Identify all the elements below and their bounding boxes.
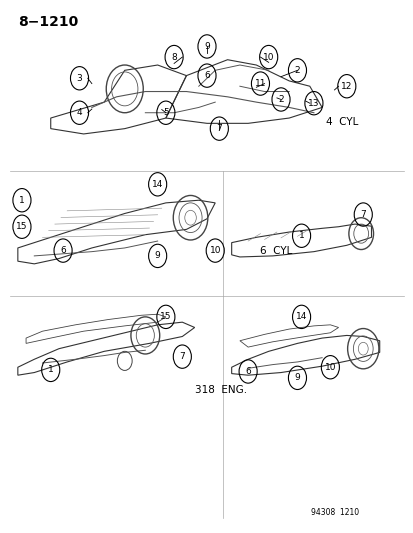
Text: 4: 4 — [76, 108, 82, 117]
Text: 1: 1 — [298, 231, 304, 240]
Text: 10: 10 — [209, 246, 221, 255]
Text: 8: 8 — [171, 53, 176, 62]
Text: 6: 6 — [204, 71, 209, 80]
Text: 10: 10 — [324, 363, 335, 372]
Text: 14: 14 — [152, 180, 163, 189]
Text: 1: 1 — [48, 366, 53, 374]
Text: 2: 2 — [294, 66, 299, 75]
Text: 9: 9 — [294, 373, 299, 382]
Text: 318  ENG.: 318 ENG. — [194, 384, 246, 394]
Text: 7: 7 — [360, 210, 365, 219]
Text: 14: 14 — [295, 312, 306, 321]
Text: 7: 7 — [216, 124, 222, 133]
Text: 13: 13 — [307, 99, 319, 108]
Text: 15: 15 — [16, 222, 28, 231]
Text: 11: 11 — [254, 79, 266, 88]
Text: 9: 9 — [204, 42, 209, 51]
Text: 10: 10 — [262, 53, 274, 62]
Text: 7: 7 — [179, 352, 185, 361]
Text: 6: 6 — [244, 367, 250, 376]
Text: 8−1210: 8−1210 — [18, 14, 78, 29]
Text: 94308  1210: 94308 1210 — [310, 508, 358, 517]
Text: 15: 15 — [160, 312, 171, 321]
Text: 3: 3 — [76, 74, 82, 83]
Text: 6: 6 — [60, 246, 66, 255]
Text: 6  CYL: 6 CYL — [260, 246, 292, 256]
Text: 4  CYL: 4 CYL — [325, 117, 358, 127]
Text: 9: 9 — [154, 252, 160, 261]
Text: 2: 2 — [278, 95, 283, 104]
Text: 5: 5 — [163, 108, 169, 117]
Text: 1: 1 — [19, 196, 25, 205]
Text: 12: 12 — [340, 82, 351, 91]
